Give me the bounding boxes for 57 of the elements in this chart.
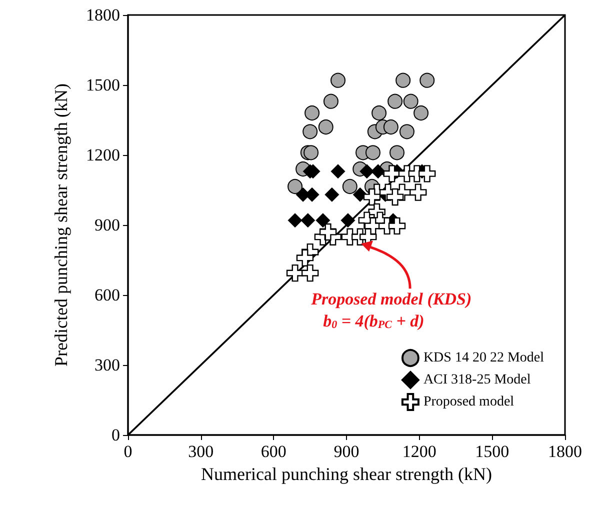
point: [399, 124, 414, 140]
x-tick-label: 1500: [475, 442, 510, 461]
y-tick-label: 1200: [86, 146, 120, 164]
point: [288, 213, 302, 228]
point: [363, 188, 381, 206]
point: [316, 213, 330, 228]
point: [360, 164, 374, 179]
point: [420, 72, 435, 88]
legend-label: Proposed model: [423, 394, 514, 410]
point: [304, 145, 319, 160]
point: [388, 217, 406, 235]
point: [414, 106, 429, 120]
point: [304, 106, 320, 120]
point: [372, 106, 387, 120]
y-tick-label: 1800: [86, 6, 120, 24]
point: [396, 72, 411, 88]
point: [296, 249, 314, 266]
point: [383, 120, 398, 134]
point: [342, 179, 358, 194]
point: [352, 187, 368, 202]
x-tick-label: 300: [188, 442, 214, 461]
y-tick-label: 600: [94, 286, 120, 304]
y-tick-label: 900: [94, 216, 120, 234]
point: [300, 213, 316, 228]
annotation: Proposed model (KDS): [310, 290, 472, 309]
x-tick-label: 0: [124, 442, 132, 461]
point: [301, 264, 319, 282]
point: [365, 145, 380, 160]
y-tick-label: 0: [112, 426, 120, 444]
point: [418, 165, 436, 182]
y-axis-title: Predicted punching shear strength (kN): [51, 84, 71, 366]
point: [288, 179, 303, 194]
point: [403, 94, 418, 109]
point: [286, 264, 304, 282]
point: [383, 165, 400, 182]
point: [386, 188, 404, 206]
x-tick-label: 1800: [548, 442, 582, 461]
legend-label: KDS 14 20 22 Model: [423, 350, 544, 366]
point: [330, 72, 346, 88]
point: [319, 223, 337, 241]
point: [323, 94, 338, 109]
legend-label: ACI 318-25 Model: [423, 372, 531, 388]
x-tick-label: 600: [260, 442, 286, 461]
point: [302, 124, 318, 140]
point: [370, 164, 386, 179]
y-tick-label: 1500: [86, 76, 120, 94]
point: [390, 145, 404, 160]
point: [340, 213, 356, 228]
point: [330, 164, 346, 179]
x-tick-label: 1200: [402, 442, 436, 461]
point: [324, 187, 340, 202]
x-axis-title: Numerical punching shear strength (kN): [201, 464, 492, 484]
x-tick-label: 900: [334, 442, 360, 461]
point: [410, 184, 427, 201]
point: [318, 120, 334, 134]
point: [388, 94, 403, 109]
y-tick-label: 300: [94, 356, 120, 374]
